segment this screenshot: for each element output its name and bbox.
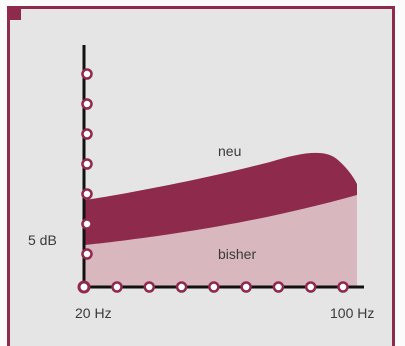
y-tick-marker [81, 68, 93, 80]
y-tick-marker [81, 248, 93, 260]
x-tick-marker [111, 281, 123, 293]
x-tick-marker [208, 281, 220, 293]
y-ticks [81, 68, 93, 260]
y-tick-marker [81, 218, 93, 230]
y-tick-label-5db: 5 dB [28, 232, 57, 248]
x-tick-marker [240, 281, 252, 293]
x-ticks [77, 280, 349, 294]
frame-corner [7, 6, 21, 20]
x-tick-marker [175, 281, 188, 293]
area-bisher [85, 195, 357, 287]
x-tick-marker [143, 281, 156, 293]
area-neu [85, 152, 357, 245]
series-label-bisher: bisher [218, 246, 256, 262]
x-tick-label-start: 20 Hz [75, 305, 112, 321]
x-tick-label-end: 100 Hz [330, 305, 374, 321]
y-tick-marker [81, 98, 93, 110]
origin-marker [77, 280, 91, 294]
y-tick-marker [81, 128, 93, 140]
x-tick-marker [272, 281, 285, 293]
y-tick-marker [81, 158, 93, 170]
x-tick-marker [337, 281, 349, 293]
series-label-neu: neu [218, 143, 241, 159]
y-tick-marker [81, 188, 93, 200]
x-tick-marker [304, 281, 317, 293]
